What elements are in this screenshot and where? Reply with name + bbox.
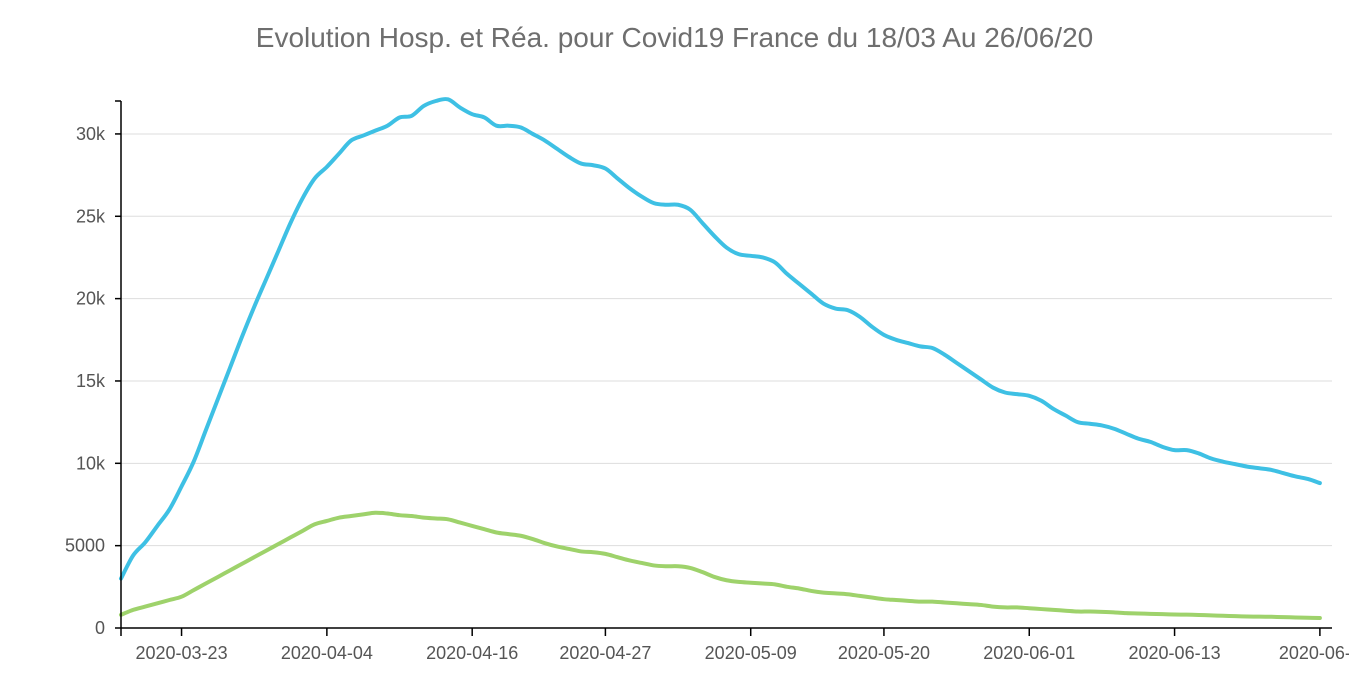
- x-tick-label: 2020-06-2: [1279, 643, 1349, 663]
- x-axis-tick-labels: 2020-03-23 2020-04-04 2020-04-16 2020-04-27…: [136, 643, 1349, 663]
- axes: [115, 100, 1332, 636]
- x-tick-label: 2020-04-27: [559, 643, 651, 663]
- y-tick-label: 5000: [65, 536, 105, 556]
- y-tick-label: 10k: [76, 453, 106, 473]
- x-tick-label: 2020-03-23: [136, 643, 228, 663]
- x-tick-label: 2020-05-09: [705, 643, 797, 663]
- y-tick-label: 0: [95, 618, 105, 638]
- x-tick-label: 2020-04-16: [426, 643, 518, 663]
- series-group: [119, 96, 1322, 620]
- y-axis-tick-labels: 0 5000 10k 15k 20k 25k 30k: [65, 124, 106, 638]
- x-tick-label: 2020-05-20: [838, 643, 930, 663]
- x-tick-label: 2020-06-01: [983, 643, 1075, 663]
- y-tick-label: 25k: [76, 206, 106, 226]
- grid-lines: [121, 133, 1332, 547]
- series-line-2: [119, 510, 1322, 620]
- y-tick-label: 15k: [76, 371, 106, 391]
- y-tick-label: 30k: [76, 124, 106, 144]
- x-tick-label: 2020-04-04: [281, 643, 373, 663]
- x-tick-label: 2020-06-13: [1129, 643, 1221, 663]
- series-line-1: [119, 96, 1322, 581]
- y-tick-label: 20k: [76, 289, 106, 309]
- chart-title: Evolution Hosp. et Réa. pour Covid19 Fra…: [255, 22, 1094, 53]
